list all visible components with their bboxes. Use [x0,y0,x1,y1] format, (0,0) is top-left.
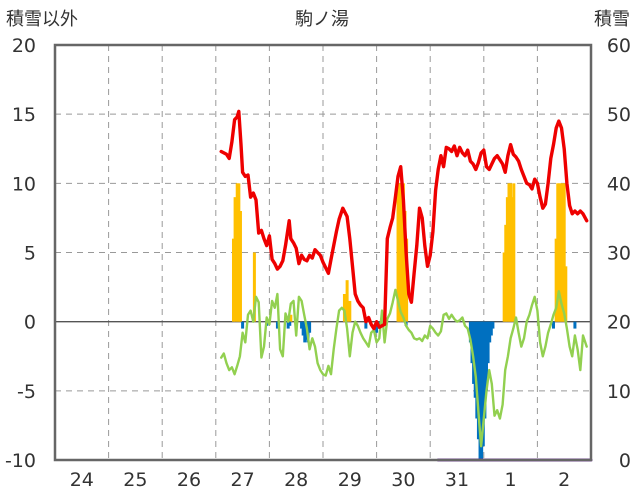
blue-bar [301,321,305,336]
orange-bar [396,183,400,322]
blue-bar [468,321,472,343]
right-tick-label: 50 [607,104,631,126]
blue-bar [473,321,477,398]
blue-bar [488,321,492,343]
orange-bar [557,183,561,322]
orange-bar [348,300,352,322]
green-line-series [220,288,588,448]
left-tick-label: -5 [17,381,36,403]
right-tick-label: 10 [607,381,631,403]
left-tick-label: 15 [12,104,36,126]
x-tick-label: 2 [558,469,570,491]
right-tick-label: 20 [607,312,631,334]
orange-bar [556,183,560,322]
right-axis-title: 積雪 [594,9,630,30]
left-tick-labels: -10 -5 0 5 10 15 20 [5,35,36,472]
blue-bar [481,321,485,447]
blue-bar [475,321,479,419]
x-tick-label: 29 [338,469,362,491]
orange-bar [342,294,346,322]
blue-bar [275,321,279,329]
orange-bar [510,197,514,322]
blue-bar [486,321,490,364]
left-tick-label: -10 [5,450,36,472]
x-tick-label: 25 [123,469,147,491]
blue-bar [480,321,484,460]
orange-bar [502,252,506,322]
orange-bar [345,280,349,322]
orange-bar [507,183,511,322]
orange-bar [559,183,563,322]
orange-bar [401,183,405,322]
orange-bar [504,224,508,322]
left-tick-label: 20 [12,35,36,57]
red-line [219,109,589,331]
orange-bar [561,183,565,322]
orange-bar [562,183,566,322]
plot-frame [53,43,593,462]
orange-bar [235,183,239,322]
x-tick-label: 30 [391,469,415,491]
orange-bar [564,266,568,322]
orange-bar [399,183,403,322]
orange-bar [512,183,516,322]
right-tick-labels: 0 10 20 30 40 50 60 [607,35,631,472]
plot-border [53,43,593,462]
blue-bar [484,321,488,391]
blue-bar [375,321,379,333]
orange-bar [233,197,237,322]
orange-bar [509,183,513,322]
blue-bar [551,321,555,329]
orange-bar [237,183,241,322]
left-tick-label: 0 [24,312,36,334]
blue-bar [478,321,482,460]
right-tick-label: 30 [607,243,631,265]
orange-bar [398,183,402,322]
blue-bar [364,321,368,329]
blue-bar [241,321,245,329]
right-tick-label: 40 [607,173,631,195]
orange-bar [231,238,235,322]
x-tick-label: 24 [70,469,94,491]
blue-bar [303,321,307,343]
x-tick-label: 1 [505,469,517,491]
x-tick-label: 27 [231,469,255,491]
blue-bar [483,321,487,419]
chart-title: 駒ノ湯 [295,9,349,30]
orange-bar [403,211,407,322]
blue-bar [286,321,290,329]
right-tick-label: 0 [619,450,631,472]
orange-bar [238,211,242,322]
orange-bar [554,238,558,322]
blue-bar [476,321,480,440]
blue-bar [491,321,495,329]
x-tick-label: 26 [177,469,201,491]
left-tick-label: 10 [12,173,36,195]
left-tick-label: 5 [24,243,36,265]
blue-bar [308,321,312,333]
red-line-series [219,109,589,331]
x-tick-labels: 24 25 26 27 28 29 30 31 1 2 [70,469,571,491]
right-tick-label: 60 [607,35,631,57]
blue-bar [573,321,577,329]
blue-bar [489,321,493,336]
green-line [220,288,588,448]
orange-bar [505,197,509,322]
orange-bar [252,252,256,322]
orange-bar-series [231,183,568,322]
blue-bar [300,321,304,329]
blue-bar [288,321,292,326]
orange-bar [289,314,293,322]
x-tick-label: 31 [445,469,469,491]
left-axis-title: 積雪以外 [6,9,78,30]
x-tick-label: 28 [284,469,308,491]
